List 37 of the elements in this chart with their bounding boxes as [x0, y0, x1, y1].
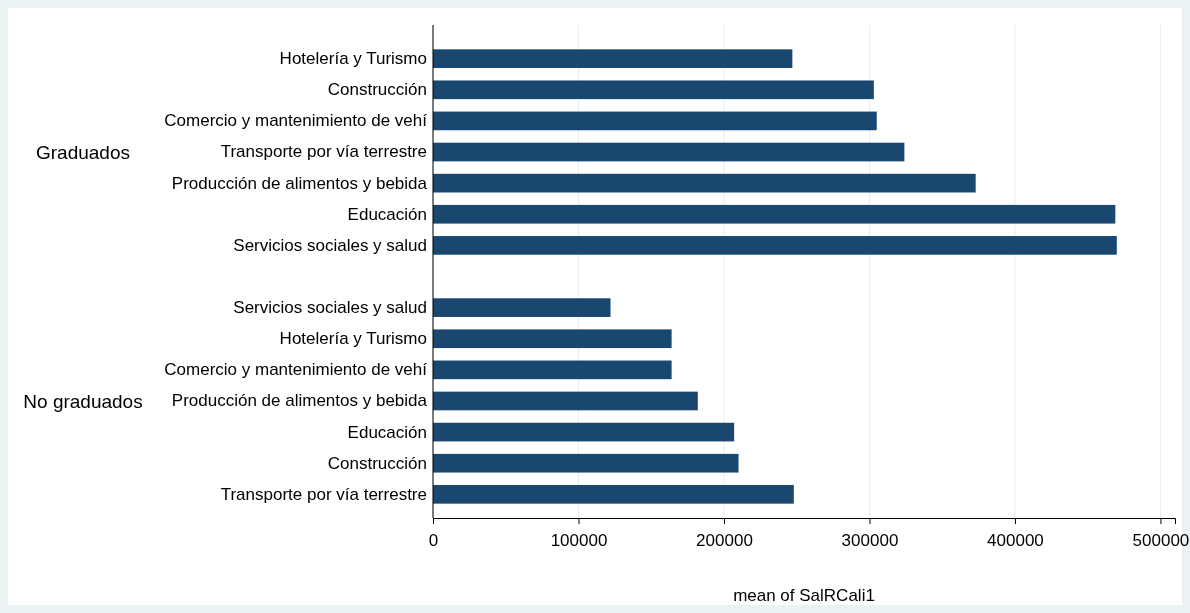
y-tick-label: Construcción	[327, 453, 427, 473]
y-tick-label: Hotelería y Turismo	[279, 49, 427, 69]
bar	[433, 298, 611, 317]
bar	[433, 453, 739, 473]
y-tick-label: Comercio y mantenimiento de vehí	[164, 111, 428, 131]
x-tick-label: 100000	[550, 530, 608, 550]
y-tick-label: Producción de alimentos y bebida	[171, 173, 428, 193]
y-tick-label: Transporte por vía terrestre	[220, 142, 427, 162]
text: No graduados	[23, 390, 143, 412]
y-tick-label: Construcción	[327, 80, 427, 100]
bar	[433, 391, 698, 411]
bar	[433, 236, 1117, 255]
bar	[433, 142, 905, 162]
y-tick-label: Servicios sociales y salud	[233, 235, 427, 255]
bar	[433, 204, 1116, 224]
bar	[433, 173, 976, 193]
y-tick-label: Producción de alimentos y bebida	[171, 391, 428, 411]
bar	[433, 484, 794, 504]
bar	[433, 422, 735, 442]
x-axis-title: mean of SalRCali1	[733, 586, 875, 605]
bar	[433, 360, 672, 380]
x-tick-label: 200000	[696, 530, 753, 550]
x-tick-label: 300000	[841, 530, 899, 550]
bar	[433, 329, 672, 349]
y-tick-label: Servicios sociales y salud	[233, 298, 427, 318]
y-tick-label: Educación	[347, 204, 427, 224]
x-tick-label: 400000	[987, 530, 1044, 550]
y-tick-label: Transporte por vía terrestre	[220, 484, 427, 504]
x-tick-label: 0	[428, 530, 439, 550]
text: Graduados	[35, 141, 131, 163]
y-tick-label: Hotelería y Turismo	[279, 329, 427, 349]
y-tick-label: Educación	[347, 422, 427, 442]
bar	[433, 49, 793, 69]
bar	[433, 80, 874, 100]
bar	[433, 111, 877, 131]
x-tick-label: 500000	[1132, 530, 1190, 550]
y-tick-label: Comercio y mantenimiento de vehí	[164, 360, 428, 380]
